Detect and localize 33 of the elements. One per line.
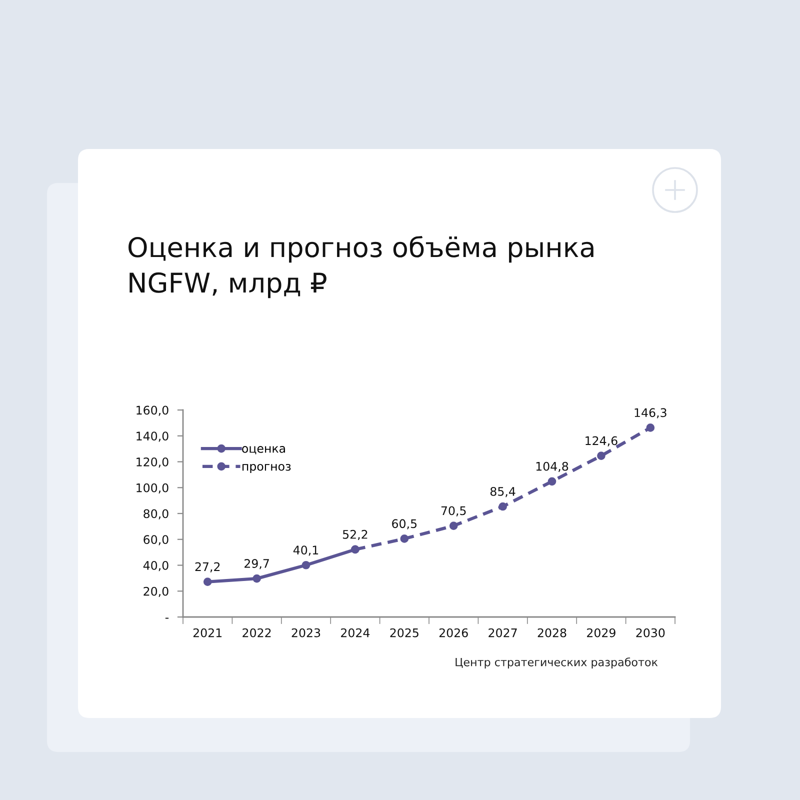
legend-label: оценка	[242, 446, 285, 454]
y-tick-label: 40,0	[143, 560, 168, 572]
y-tick-label: -	[165, 618, 169, 619]
data-label: 146,3	[634, 408, 666, 418]
y-tick-label: 160,0	[136, 406, 168, 416]
y-tick-label: 80,0	[144, 509, 168, 520]
data-label: 60,5	[392, 519, 417, 530]
y-tick-label: 120,0	[136, 457, 168, 468]
y-tick-label: 20,0	[144, 586, 168, 597]
x-tick-label: 2024	[341, 628, 370, 638]
data-label: 29,7	[244, 559, 269, 570]
y-tick-label: 140,0	[136, 432, 168, 442]
legend-label: прогноз	[242, 464, 291, 474]
data-label: 40,1	[293, 546, 318, 556]
x-tick-label: 2023	[292, 628, 320, 638]
x-tick-label: 2027	[488, 628, 517, 638]
x-tick-label: 2022	[242, 628, 271, 638]
data-label: 27,2	[195, 562, 220, 572]
x-tick-label: 2028	[538, 628, 566, 638]
y-tick-label: 60,0	[144, 535, 168, 546]
data-label: 124,6	[586, 436, 618, 446]
x-tick-label: 2021	[193, 628, 222, 638]
x-tick-label: 2026	[439, 628, 468, 638]
data-label: 70,5	[441, 506, 466, 516]
chart-title: Оценка и прогноз объёма рынка NGFW, млрд ₽	[128, 236, 594, 298]
data-label: 104,8	[536, 462, 568, 472]
y-tick-label: 100,0	[136, 483, 168, 494]
x-tick-label: 2030	[636, 628, 665, 638]
x-tick-label: 2025	[390, 628, 418, 638]
x-tick-label: 2029	[587, 628, 616, 638]
data-label: 85,4	[490, 486, 516, 498]
text: Центр стратегических разработок	[456, 658, 658, 668]
data-label: 52,2	[342, 530, 368, 540]
